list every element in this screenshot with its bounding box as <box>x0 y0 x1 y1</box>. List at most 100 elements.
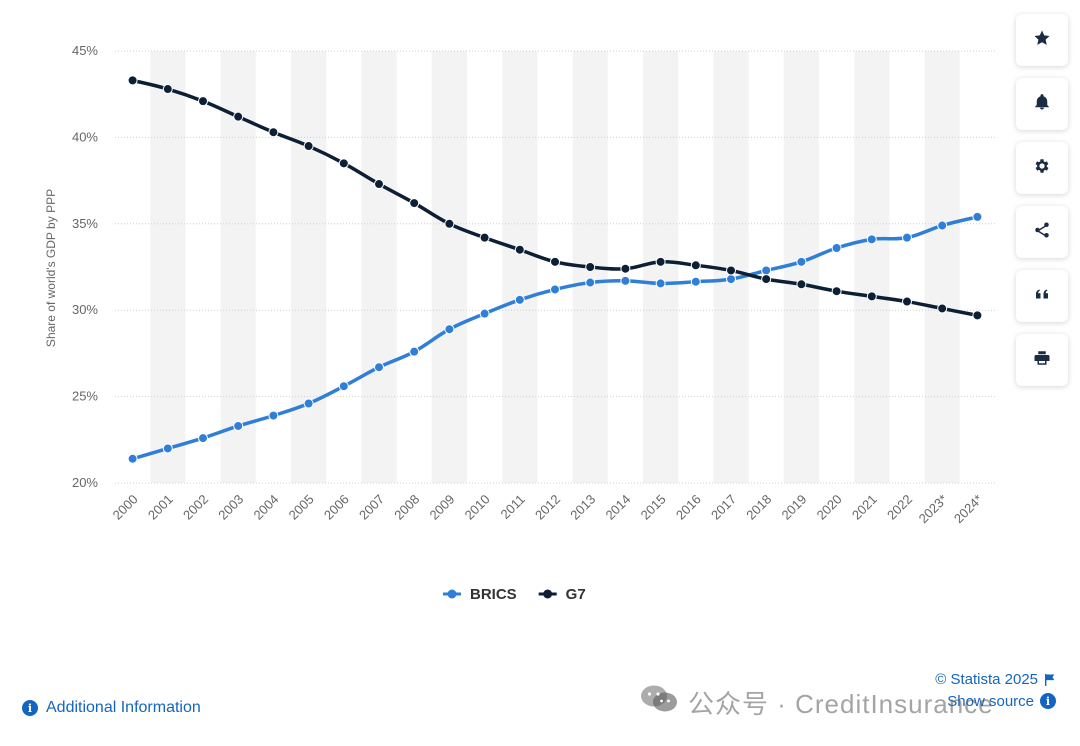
data-point-g7 <box>585 262 596 272</box>
x-tick-label: 2019 <box>778 492 809 523</box>
data-point-brics <box>233 420 244 431</box>
print-icon <box>1033 349 1051 372</box>
data-point-brics <box>514 294 525 305</box>
data-point-g7 <box>937 303 948 314</box>
data-point-brics <box>726 274 736 285</box>
y-tick-label: 35% <box>72 216 98 231</box>
source-credits: © Statista 2025 Show source i <box>935 668 1056 712</box>
data-point-g7 <box>233 111 244 122</box>
x-axis-ticks: 2000 2001 2002 2003 2004 2005 2006 2007 2008 2009… <box>110 492 986 527</box>
flag-icon[interactable] <box>1044 673 1056 686</box>
series-line-g7 <box>132 78 978 318</box>
notification-button[interactable] <box>1016 78 1068 130</box>
data-point-g7 <box>162 84 173 95</box>
x-tick-label: 2002 <box>180 492 211 523</box>
band <box>783 51 819 483</box>
copyright-link[interactable]: © Statista 2025 <box>935 670 1038 688</box>
x-tick-label: 2010 <box>462 492 493 523</box>
data-point-g7 <box>198 96 208 107</box>
band <box>643 51 679 483</box>
series-line-brics <box>132 215 978 461</box>
data-point-brics <box>796 256 807 267</box>
x-tick-label: 2020 <box>814 492 845 523</box>
x-tick-label: 2012 <box>532 492 563 523</box>
data-point-g7 <box>409 198 420 209</box>
x-tick-label: 2011 <box>498 492 528 522</box>
data-point-brics <box>479 308 490 319</box>
data-point-g7 <box>374 179 384 190</box>
settings-button[interactable] <box>1016 142 1068 194</box>
x-tick-label: 2004 <box>250 492 281 523</box>
x-tick-label: 2008 <box>391 492 422 523</box>
cite-button[interactable] <box>1016 270 1068 322</box>
y-tick-label: 30% <box>72 302 98 317</box>
data-point-brics <box>690 276 701 287</box>
band <box>924 51 960 483</box>
data-point-g7 <box>514 244 525 255</box>
data-point-g7 <box>796 279 807 290</box>
data-point-brics <box>761 265 772 276</box>
data-point-brics <box>268 410 279 421</box>
legend-marker <box>447 589 457 599</box>
x-tick-label: 2017 <box>708 492 739 523</box>
favorite-button[interactable] <box>1016 14 1068 66</box>
band <box>502 51 538 483</box>
legend-marker <box>543 589 553 599</box>
x-tick-label: 2000 <box>110 492 141 523</box>
legend-label: G7 <box>566 586 586 603</box>
data-point-g7 <box>866 291 877 302</box>
x-tick-label: 2016 <box>673 492 704 523</box>
x-tick-label: 2009 <box>426 492 457 523</box>
data-point-brics <box>620 275 631 286</box>
data-point-g7 <box>338 158 349 169</box>
data-point-brics <box>409 346 420 357</box>
y-tick-label: 45% <box>72 43 98 58</box>
data-point-brics <box>585 277 596 288</box>
additional-information-link[interactable]: i Additional Information <box>22 699 201 717</box>
print-button[interactable] <box>1016 334 1068 386</box>
data-point-g7 <box>690 260 701 271</box>
y-axis-ticks: 20% 25% 30% 35% 40% 45% <box>72 43 98 490</box>
data-point-brics <box>655 278 666 289</box>
data-point-g7 <box>303 141 314 152</box>
x-tick-label: 2024* <box>951 492 986 527</box>
data-point-g7 <box>268 127 279 138</box>
x-tick-label: 2023* <box>916 492 951 527</box>
quote-icon <box>1033 285 1051 308</box>
data-point-g7 <box>479 232 490 243</box>
data-point-brics <box>972 211 983 222</box>
x-tick-label: 2001 <box>145 492 176 523</box>
data-point-brics <box>444 324 455 335</box>
data-point-g7 <box>831 286 842 297</box>
show-source-link[interactable]: Show source <box>947 692 1034 710</box>
data-point-g7 <box>655 256 666 267</box>
series-points <box>127 75 983 464</box>
info-icon[interactable]: i <box>1040 693 1056 709</box>
data-point-brics <box>550 284 560 295</box>
band <box>854 51 890 483</box>
x-tick-label: 2015 <box>638 492 669 523</box>
bell-icon <box>1033 93 1051 116</box>
data-point-brics <box>303 398 314 409</box>
data-point-brics <box>831 242 842 253</box>
line-chart: 20% 25% 30% 35% 40% 45% Share of world's GDP … <box>44 43 995 603</box>
data-point-g7 <box>620 263 631 274</box>
data-point-brics <box>338 381 349 392</box>
x-tick-label: 2003 <box>215 492 246 523</box>
data-point-brics <box>866 234 877 245</box>
additional-information-label: Additional Information <box>46 699 201 716</box>
legend: BRICS G7 <box>443 586 586 603</box>
info-icon: i <box>22 700 38 716</box>
chart-area: 20% 25% 30% 35% 40% 45% Share of world's GDP … <box>44 43 995 603</box>
x-tick-label: 2013 <box>567 492 598 523</box>
band <box>291 51 327 483</box>
data-point-brics <box>127 453 138 464</box>
band <box>150 51 186 483</box>
share-button[interactable] <box>1016 206 1068 258</box>
data-point-brics <box>374 362 384 373</box>
data-point-brics <box>902 232 912 243</box>
data-point-g7 <box>127 75 138 86</box>
data-point-g7 <box>726 265 736 276</box>
data-point-g7 <box>972 310 983 321</box>
y-axis-label: Share of world's GDP by PPP <box>44 189 58 347</box>
